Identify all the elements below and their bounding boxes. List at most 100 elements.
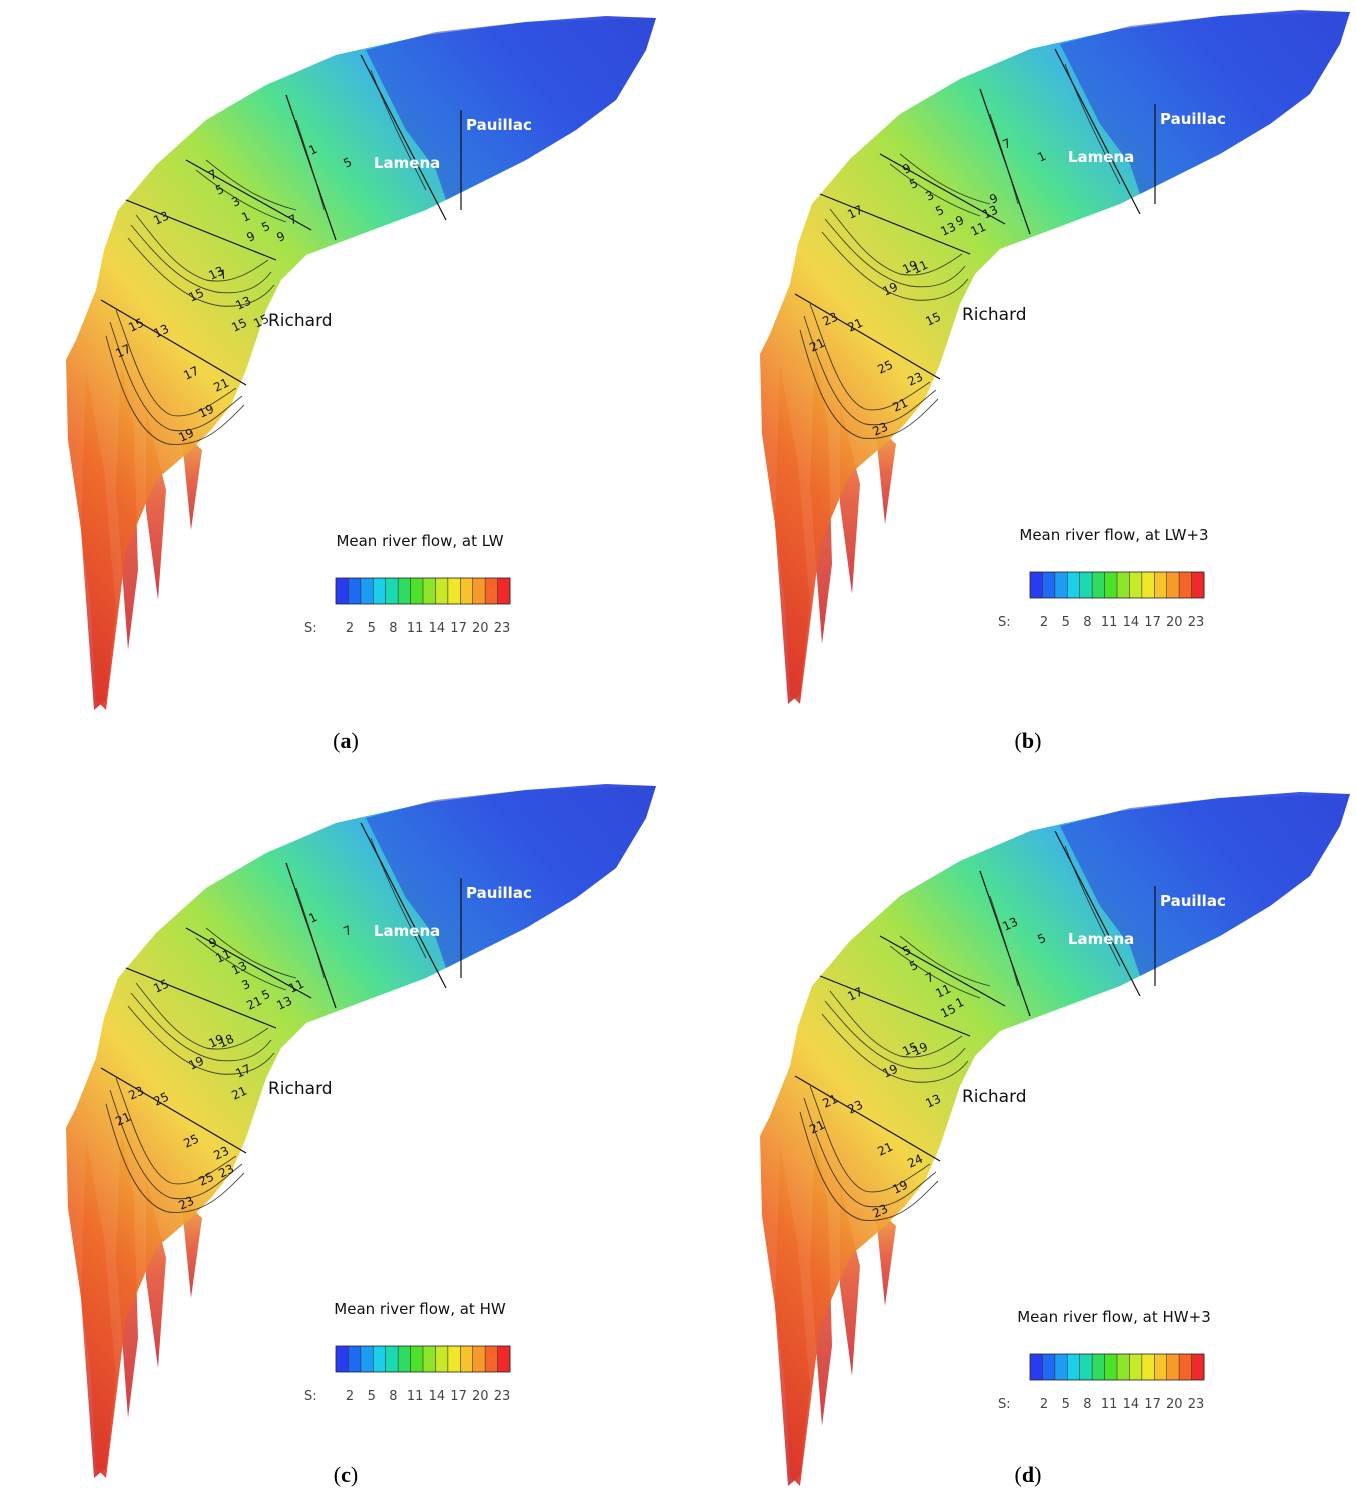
colorbar-tick-label: 8 bbox=[1083, 615, 1091, 630]
isohaline-contour bbox=[295, 119, 325, 211]
isohaline-contour bbox=[370, 837, 427, 959]
colorbar-tick-label: 17 bbox=[450, 1389, 467, 1404]
estuary-upstream-shade bbox=[366, 786, 656, 968]
location-label-lamena: Lamena bbox=[1068, 930, 1134, 948]
colorbar-swatch bbox=[1092, 572, 1106, 598]
location-label-richard: Richard bbox=[962, 1087, 1027, 1107]
estuary-surface bbox=[66, 784, 656, 1478]
colorbar-swatch bbox=[485, 578, 499, 604]
contour-value-label: 17 bbox=[113, 342, 133, 361]
colorbar-tick-label: 14 bbox=[1123, 615, 1140, 630]
contour-value-label: 23 bbox=[905, 370, 925, 389]
cross-section-line bbox=[360, 54, 447, 221]
colorbar-swatch bbox=[360, 1346, 374, 1372]
contour-value-label: 23 bbox=[820, 310, 840, 329]
contour-value-label: 11 bbox=[968, 220, 988, 239]
location-label-lamena: Lamena bbox=[374, 922, 440, 940]
contour-value-label: 13 bbox=[1000, 915, 1020, 934]
colorbar-tick-label: 2 bbox=[346, 1389, 354, 1404]
caption-d: (d) bbox=[1014, 1462, 1042, 1487]
colorbar-swatch bbox=[348, 578, 362, 604]
colorbar-swatch bbox=[497, 578, 511, 604]
colorbar-swatch bbox=[447, 1346, 461, 1372]
colorbar-swatch bbox=[1141, 1354, 1155, 1380]
colorbar-swatch bbox=[1179, 572, 1193, 598]
location-label-pauillac: Pauillac bbox=[466, 884, 532, 902]
isohaline-contour bbox=[809, 303, 931, 411]
colorbar-tick-label: 2 bbox=[1040, 1397, 1048, 1412]
contour-value-label: 13 bbox=[923, 1092, 943, 1111]
colorbar-swatch bbox=[1030, 1354, 1043, 1380]
colorbar-swatch bbox=[1166, 572, 1180, 598]
contour-value-label: 19 bbox=[186, 1054, 206, 1073]
isohaline-contour bbox=[889, 163, 981, 217]
colorbar-tick-label: 5 bbox=[1062, 1397, 1070, 1412]
colorbar-swatch bbox=[460, 578, 474, 604]
contour-value-label: 19 bbox=[176, 426, 196, 445]
cross-section-line bbox=[1054, 48, 1141, 215]
colorbar-swatch bbox=[1042, 572, 1056, 598]
contour-value-label: 15 bbox=[126, 316, 146, 335]
cross-section-line bbox=[100, 1067, 247, 1154]
estuary-curtain bbox=[181, 430, 202, 530]
isohaline-contour bbox=[824, 218, 966, 288]
contour-value-label: 23 bbox=[870, 420, 890, 439]
isohaline-contour bbox=[824, 1000, 966, 1070]
isohaline-contour bbox=[989, 113, 1019, 205]
contour-value-label: 13 bbox=[233, 294, 253, 313]
contour-value-label: 21 bbox=[244, 994, 264, 1013]
contour-value-label: 17 bbox=[845, 203, 865, 222]
colorbar-swatch bbox=[360, 578, 374, 604]
isohaline-contour bbox=[821, 231, 969, 301]
colorbar-tick-label: 14 bbox=[429, 621, 446, 636]
contour-value-label: 11 bbox=[910, 258, 930, 277]
cross-section-line bbox=[794, 1075, 941, 1162]
colorbar-swatch bbox=[1054, 572, 1068, 598]
caption-label: a bbox=[340, 728, 352, 753]
isohaline-contour bbox=[130, 992, 272, 1062]
cross-section-line bbox=[125, 967, 277, 1029]
colorbar-swatch bbox=[1191, 572, 1205, 598]
estuary-upstream-shade bbox=[1060, 12, 1350, 194]
colorbar-swatch bbox=[373, 1346, 387, 1372]
contour-value-label: 15 bbox=[186, 286, 206, 305]
contour-value-label: 23 bbox=[176, 1194, 196, 1213]
colorbar-swatch bbox=[398, 578, 412, 604]
legend-title: Mean river flow, at LW bbox=[336, 532, 503, 550]
cross-section-line bbox=[879, 153, 1006, 225]
colorbar-frame bbox=[1029, 1353, 1205, 1381]
cross-section-line bbox=[1054, 830, 1141, 997]
colorbar-swatch bbox=[1154, 572, 1168, 598]
colorbar-tick-label: 11 bbox=[1101, 1397, 1118, 1412]
colorbar-swatch bbox=[1154, 1354, 1168, 1380]
colorbar-swatch bbox=[373, 578, 387, 604]
colorbar-swatch bbox=[497, 1346, 511, 1372]
colorbar-tick-label: 17 bbox=[450, 621, 467, 636]
isohaline-contour bbox=[130, 224, 272, 294]
colorbar-frame bbox=[335, 1345, 511, 1373]
isohaline-contour bbox=[799, 1111, 939, 1221]
contour-value-label: 15 bbox=[251, 312, 271, 331]
contour-value-label: 15 bbox=[938, 1002, 958, 1021]
isohaline-contour bbox=[109, 1089, 243, 1200]
estuary-surface bbox=[760, 10, 1350, 704]
colorbar-swatch bbox=[1104, 572, 1118, 598]
isohaline-contour bbox=[295, 887, 325, 979]
isohaline-contour bbox=[803, 315, 937, 426]
colorbar-tick-label: 8 bbox=[1083, 1397, 1091, 1412]
isohaline-contour bbox=[195, 937, 287, 991]
isohaline-contour bbox=[1064, 63, 1121, 185]
caption-label: b bbox=[1021, 728, 1035, 753]
legend-title: Mean river flow, at HW+3 bbox=[1017, 1308, 1211, 1326]
colorbar-swatch bbox=[336, 1346, 349, 1372]
colorbar-swatch bbox=[423, 1346, 436, 1372]
contour-value-label: 13 bbox=[274, 994, 294, 1013]
location-label-richard: Richard bbox=[268, 1079, 333, 1099]
colorbar-tick-label: 11 bbox=[407, 621, 424, 636]
colorbar-swatch bbox=[460, 1346, 474, 1372]
estuary-upstream-shade bbox=[366, 18, 656, 200]
contour-value-label: 25 bbox=[181, 1132, 201, 1151]
contour-value-label: 11 bbox=[213, 947, 233, 966]
contour-value-label: 25 bbox=[875, 358, 895, 377]
contour-value-label: 21 bbox=[875, 1140, 895, 1159]
